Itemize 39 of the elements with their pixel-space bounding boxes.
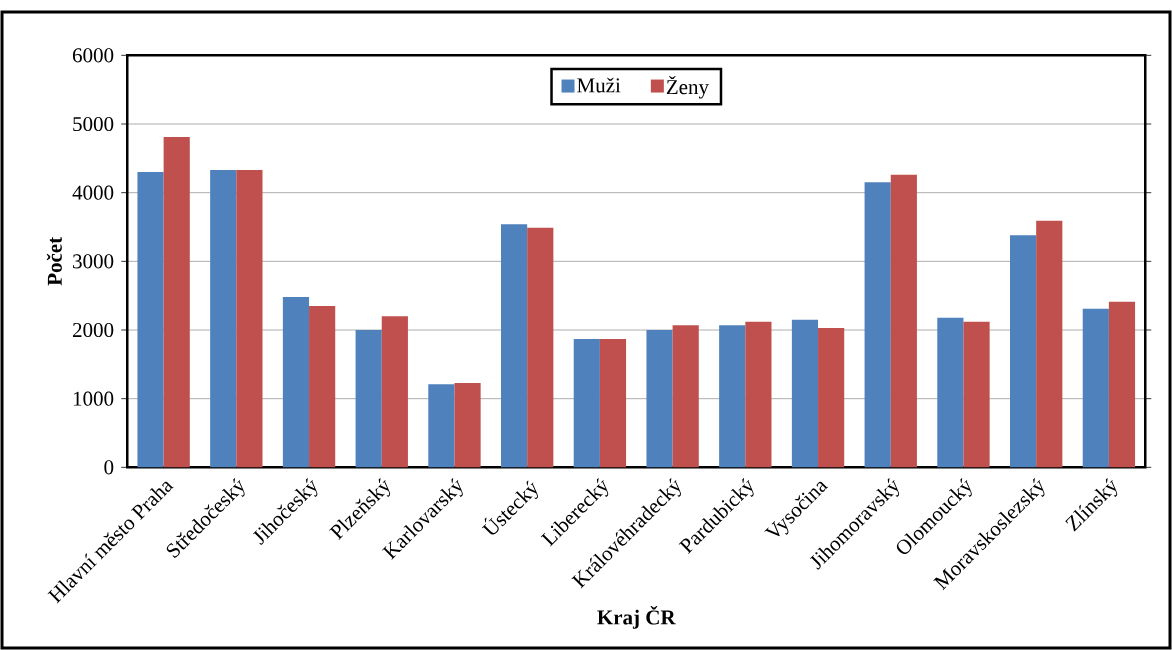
bar xyxy=(963,321,990,468)
y-tick-label: 1000 xyxy=(73,391,114,406)
y-tick-label: 5000 xyxy=(73,116,114,132)
bar xyxy=(864,182,891,468)
bar xyxy=(236,170,263,468)
bar xyxy=(719,325,746,468)
legend-label: Ženy xyxy=(666,75,709,99)
bar xyxy=(672,325,699,468)
bar xyxy=(1010,235,1037,468)
bar xyxy=(454,382,481,468)
bar xyxy=(1036,220,1063,468)
bar xyxy=(791,319,819,468)
bar xyxy=(355,330,382,468)
bar xyxy=(573,338,600,468)
bar xyxy=(937,317,964,468)
y-tick-label: 3000 xyxy=(73,254,114,269)
bar xyxy=(745,321,772,468)
x-axis-title: Kraj ČR xyxy=(597,606,676,629)
bar xyxy=(1108,301,1136,468)
bar xyxy=(309,305,336,468)
bar xyxy=(599,338,627,468)
bar xyxy=(501,224,528,468)
bar xyxy=(282,297,310,468)
bar xyxy=(210,170,237,468)
bar xyxy=(646,330,673,468)
bar xyxy=(818,327,845,468)
bar xyxy=(527,227,554,468)
bar xyxy=(137,172,164,468)
bar xyxy=(428,384,455,468)
bar xyxy=(381,316,408,468)
y-tick-label: 6000 xyxy=(72,48,114,63)
y-axis-title: Počet xyxy=(46,236,62,286)
y-tick-label: 2000 xyxy=(72,322,114,338)
legend-label: Muži xyxy=(577,77,621,93)
y-tick-label: 4000 xyxy=(72,185,114,200)
bar xyxy=(890,174,917,468)
y-tick-label: 0 xyxy=(104,460,114,475)
bar xyxy=(163,137,190,468)
bar xyxy=(1082,308,1109,468)
